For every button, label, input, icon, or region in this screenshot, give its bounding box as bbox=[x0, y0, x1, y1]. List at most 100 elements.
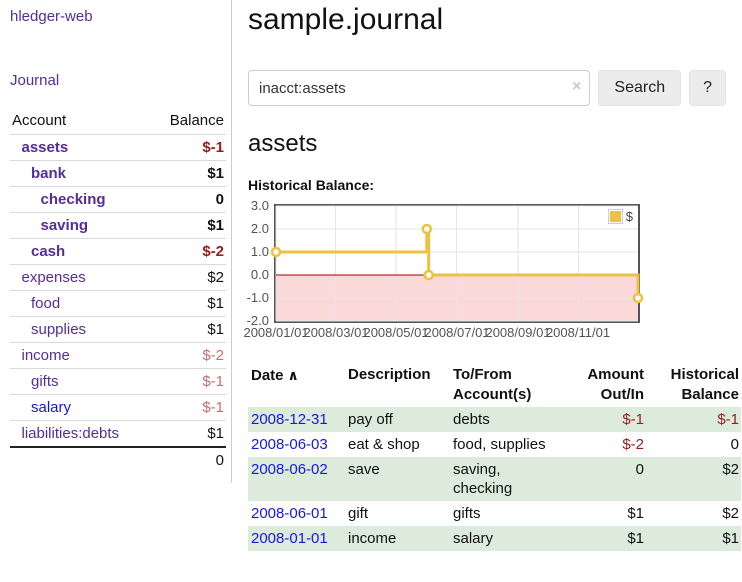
register-row: 2008-06-02 save saving, checking 0 $2 bbox=[248, 457, 741, 501]
help-button[interactable]: ? bbox=[689, 70, 726, 106]
register-accounts: salary bbox=[453, 530, 494, 547]
register-date-link[interactable]: 2008-06-03 bbox=[251, 436, 328, 453]
accounts-table: Account Balance assets $-1 bank $1 checking 0… bbox=[10, 110, 226, 473]
accounts-header-account: Account bbox=[12, 112, 67, 129]
account-link[interactable]: salary bbox=[31, 399, 72, 416]
register-date-link[interactable]: 2008-01-01 bbox=[251, 530, 328, 547]
header-label: Historical Balance bbox=[670, 366, 739, 403]
register-row: 2008-01-01 income salary $1 $1 bbox=[248, 526, 741, 551]
historical-balance-label: Historical Balance: bbox=[248, 177, 375, 193]
register-header-date[interactable]: Date ∧ bbox=[248, 363, 345, 407]
account-link[interactable]: supplies bbox=[31, 321, 87, 338]
account-row: liabilities:debts $1 bbox=[10, 420, 226, 447]
register-description: income bbox=[348, 530, 397, 547]
x-tick-label: 2008/03/01 bbox=[303, 325, 369, 340]
account-row: income $-2 bbox=[10, 342, 226, 369]
y-tick-label: 1.0 bbox=[250, 244, 269, 259]
account-link[interactable]: cash bbox=[31, 243, 66, 260]
register-description: eat & shop bbox=[348, 436, 420, 453]
app: hledger-web Journal Account Balance asse… bbox=[0, 0, 741, 551]
register-date-link[interactable]: 2008-06-02 bbox=[251, 461, 328, 478]
account-row: food $1 bbox=[10, 290, 226, 317]
y-tick-label: -2.0 bbox=[246, 313, 269, 328]
y-tick-label: -1.0 bbox=[246, 290, 269, 305]
accounts-total-row: 0 bbox=[10, 446, 226, 473]
x-tick-label: 2008/09/01 bbox=[485, 325, 551, 340]
accounts-total-spacer bbox=[10, 446, 152, 473]
account-row: salary $-1 bbox=[10, 394, 226, 421]
register-row: 2008-06-01 gift gifts $1 $2 bbox=[248, 501, 741, 526]
account-row: bank $1 bbox=[10, 160, 226, 187]
register-header-amount-out-in: Amount Out/In bbox=[562, 363, 646, 407]
account-balance: $-1 bbox=[151, 368, 226, 395]
search-input[interactable] bbox=[248, 70, 591, 106]
x-tick-label: 2008/11/01 bbox=[545, 325, 611, 340]
search-input-wrap: × bbox=[248, 70, 591, 106]
register-accounts: saving, checking bbox=[453, 461, 513, 497]
register-row: 2008-12-31 pay off debts $-1 $-1 bbox=[248, 407, 741, 432]
y-tick-label: 2.0 bbox=[250, 221, 269, 236]
register-date-link[interactable]: 2008-12-31 bbox=[251, 411, 328, 428]
sort-ascending-icon: ∧ bbox=[287, 367, 299, 383]
account-link[interactable]: income bbox=[21, 347, 70, 364]
account-link[interactable]: gifts bbox=[31, 373, 59, 390]
clear-search-icon[interactable]: × bbox=[572, 78, 582, 95]
accounts-header-balance: Balance bbox=[169, 112, 224, 129]
account-balance: $-2 bbox=[151, 238, 226, 265]
page-title: sample.journal bbox=[248, 3, 444, 36]
x-tick-label: 2008/07/01 bbox=[424, 325, 490, 340]
account-balance: $1 bbox=[151, 290, 226, 317]
register-body: 2008-12-31 pay off debts $-1 $-1 2008-06-03 ea… bbox=[248, 407, 741, 551]
chart-x-axis-labels: 2008/01/01 2008/03/01 2008/05/01 2008/07/01… bbox=[243, 325, 640, 343]
register-accounts: gifts bbox=[453, 505, 481, 522]
account-balance: $-1 bbox=[151, 134, 226, 161]
account-row: expenses $2 bbox=[10, 264, 226, 291]
account-row: gifts $-1 bbox=[10, 368, 226, 395]
register-balance: $-1 bbox=[717, 411, 739, 428]
chart-plot bbox=[270, 205, 644, 322]
account-link[interactable]: liabilities:debts bbox=[21, 425, 120, 442]
account-row: assets $-1 bbox=[10, 134, 226, 161]
main-content: sample.journal × Search ? assets Histori… bbox=[232, 0, 741, 551]
search-button[interactable]: Search bbox=[598, 70, 682, 106]
search-bar: × Search ? bbox=[248, 70, 726, 106]
brand: hledger-web bbox=[10, 8, 226, 26]
account-balance: $2 bbox=[151, 264, 226, 291]
account-link[interactable]: expenses bbox=[21, 269, 86, 286]
account-link[interactable]: bank bbox=[31, 165, 67, 182]
legend-swatch-icon bbox=[607, 209, 623, 224]
register-accounts: debts bbox=[453, 411, 490, 428]
account-balance: $1 bbox=[151, 212, 226, 239]
x-tick-label: 2008/01/01 bbox=[243, 325, 309, 340]
register-accounts: food, supplies bbox=[453, 436, 546, 453]
account-row: saving $1 bbox=[10, 212, 226, 239]
register-description: save bbox=[348, 461, 380, 478]
accounts-body: assets $-1 bank $1 checking 0 saving $1 cash $-2 e… bbox=[10, 134, 226, 447]
register-date-link[interactable]: 2008-06-01 bbox=[251, 505, 328, 522]
register-balance: $1 bbox=[722, 530, 739, 547]
register-amount: $1 bbox=[627, 530, 644, 547]
register-description: pay off bbox=[348, 411, 393, 428]
accounts-header-row: Account Balance bbox=[10, 110, 226, 135]
legend-label: $ bbox=[625, 209, 633, 224]
account-link[interactable]: food bbox=[31, 295, 61, 312]
register-header-historical-balance: Historical Balance bbox=[646, 363, 741, 407]
register-amount: $-1 bbox=[622, 411, 644, 428]
chart-legend: $ bbox=[607, 209, 633, 224]
register-amount: $-2 bbox=[622, 436, 644, 453]
account-balance: $1 bbox=[151, 160, 226, 187]
register-table: Date ∧ Description To/From Account(s) Amount… bbox=[248, 363, 741, 551]
chart-plot-area: $ bbox=[270, 204, 644, 323]
sidebar: hledger-web Journal Account Balance asse… bbox=[0, 0, 232, 483]
register-amount: 0 bbox=[635, 461, 644, 478]
x-tick-label: 2008/05/01 bbox=[363, 325, 429, 340]
accounts-total-value: 0 bbox=[151, 446, 226, 473]
account-link[interactable]: assets bbox=[21, 139, 69, 156]
sidebar-item-journal[interactable]: Journal bbox=[10, 72, 60, 89]
account-link[interactable]: saving bbox=[40, 217, 89, 234]
account-balance: $-2 bbox=[151, 342, 226, 369]
register-row: 2008-06-03 eat & shop food, supplies $-2 0 bbox=[248, 432, 741, 457]
y-tick-label: 3.0 bbox=[250, 198, 269, 213]
account-link[interactable]: checking bbox=[40, 191, 106, 208]
brand-link[interactable]: hledger-web bbox=[10, 8, 93, 25]
